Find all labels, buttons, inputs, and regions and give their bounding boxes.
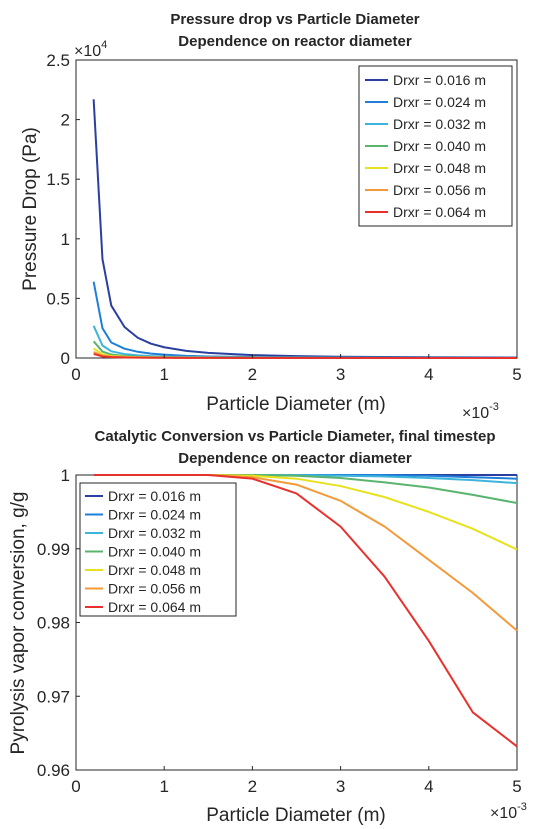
chart1-legend-label: Drxr = 0.056 m bbox=[393, 182, 486, 198]
chart2-x-axis-label: Particle Diameter (m) bbox=[206, 805, 385, 826]
chart1-legend-label: Drxr = 0.040 m bbox=[393, 138, 486, 154]
chart1-x-axis-label: Particle Diameter (m) bbox=[206, 394, 385, 415]
chart2-legend-label: Drxr = 0.016 m bbox=[108, 488, 201, 504]
chart2-legend-label: Drxr = 0.064 m bbox=[108, 599, 201, 615]
chart1-y-multiplier-exp: 4 bbox=[101, 39, 107, 51]
catalytic-conversion-chart: Catalytic Conversion vs Particle Diamete… bbox=[8, 428, 527, 826]
chart2-y-tick-label: 1 bbox=[61, 466, 70, 485]
chart1-y-tick-label: 0.5 bbox=[46, 289, 70, 308]
chart1-x-tick-label: 4 bbox=[424, 365, 433, 384]
chart1-title: Pressure drop vs Particle Diameter bbox=[170, 11, 419, 28]
pressure-drop-chart: Pressure drop vs Particle Diameter Depen… bbox=[20, 11, 522, 422]
chart2-series-line-7 bbox=[93, 474, 518, 748]
chart1-y-tick-label: 2 bbox=[61, 111, 70, 130]
chart2-x-tick-label: 0 bbox=[71, 777, 80, 796]
chart1-x-multiplier-base: ×10 bbox=[462, 405, 489, 422]
chart2-x-tick-label: 1 bbox=[159, 777, 168, 796]
chart2-legend-label: Drxr = 0.048 m bbox=[108, 562, 201, 578]
chart1-x-tick-label: 1 bbox=[159, 365, 168, 384]
chart1-y-multiplier-base: ×10 bbox=[74, 43, 101, 60]
chart1-legend-label: Drxr = 0.016 m bbox=[393, 72, 486, 88]
chart2-x-ticks: 0 1 2 3 4 5 bbox=[71, 766, 522, 796]
chart1-legend-label: Drxr = 0.048 m bbox=[393, 160, 486, 176]
chart1-legend: Drxr = 0.016 m Drxr = 0.024 m Drxr = 0.032… bbox=[358, 65, 513, 227]
chart2-title: Catalytic Conversion vs Particle Diamete… bbox=[95, 428, 496, 445]
chart2-y-tick-label: 0.96 bbox=[37, 761, 70, 780]
chart2-series-lines bbox=[93, 474, 518, 748]
chart2-subtitle: Dependence on reactor diameter bbox=[178, 450, 412, 467]
chart2-x-multiplier-base: ×10 bbox=[490, 805, 517, 822]
chart1-y-ticks: 0 0.5 1 1.5 2 2.5 bbox=[46, 51, 80, 368]
chart2-y-ticks: 0.96 0.97 0.98 0.99 1 bbox=[37, 466, 80, 780]
chart1-x-ticks: 0 1 2 3 4 5 bbox=[71, 354, 522, 384]
chart2-legend: Drxr = 0.016 m Drxr = 0.024 m Drxr = 0.032… bbox=[79, 482, 237, 617]
chart1-x-multiplier: ×10-3 bbox=[462, 401, 499, 422]
chart2-x-multiplier-exp: -3 bbox=[517, 801, 527, 813]
chart2-legend-label: Drxr = 0.024 m bbox=[108, 507, 201, 523]
chart2-legend-label: Drxr = 0.056 m bbox=[108, 581, 201, 597]
chart1-legend-label: Drxr = 0.032 m bbox=[393, 116, 486, 132]
chart1-x-tick-label: 0 bbox=[71, 365, 80, 384]
chart1-y-tick-label: 1 bbox=[61, 230, 70, 249]
chart2-y-tick-label: 0.99 bbox=[37, 540, 70, 559]
chart2-y-tick-label: 0.97 bbox=[37, 687, 70, 706]
chart1-x-tick-label: 3 bbox=[336, 365, 345, 384]
chart2-x-tick-label: 5 bbox=[512, 777, 521, 796]
chart1-legend-label: Drxr = 0.064 m bbox=[393, 204, 486, 220]
chart2-y-axis-label: Pyrolysis vapor conversion, g/g bbox=[8, 492, 29, 755]
chart1-y-multiplier: ×104 bbox=[74, 39, 107, 60]
chart2-x-tick-label: 3 bbox=[336, 777, 345, 796]
chart1-series-line-7 bbox=[93, 352, 517, 359]
chart1-x-tick-label: 2 bbox=[248, 365, 257, 384]
chart2-legend-box bbox=[79, 482, 237, 617]
chart1-series-lines bbox=[92, 99, 518, 359]
chart1-x-tick-label: 5 bbox=[512, 365, 521, 384]
chart2-y-tick-label: 0.98 bbox=[37, 614, 70, 633]
chart2-legend-label: Drxr = 0.032 m bbox=[108, 525, 201, 541]
chart1-x-multiplier-exp: -3 bbox=[489, 401, 499, 413]
chart1-y-tick-label: 0 bbox=[61, 349, 70, 368]
chart1-y-axis-label: Pressure Drop (Pa) bbox=[20, 127, 41, 291]
chart2-x-tick-label: 4 bbox=[424, 777, 433, 796]
chart1-y-tick-label: 1.5 bbox=[46, 170, 70, 189]
chart2-x-tick-label: 2 bbox=[248, 777, 257, 796]
chart1-y-tick-label: 2.5 bbox=[46, 51, 70, 70]
chart2-x-multiplier: ×10-3 bbox=[490, 801, 527, 822]
chart1-legend-label: Drxr = 0.024 m bbox=[393, 94, 486, 110]
chart2-legend-label: Drxr = 0.040 m bbox=[108, 544, 201, 560]
chart1-subtitle: Dependence on reactor diameter bbox=[178, 33, 412, 50]
